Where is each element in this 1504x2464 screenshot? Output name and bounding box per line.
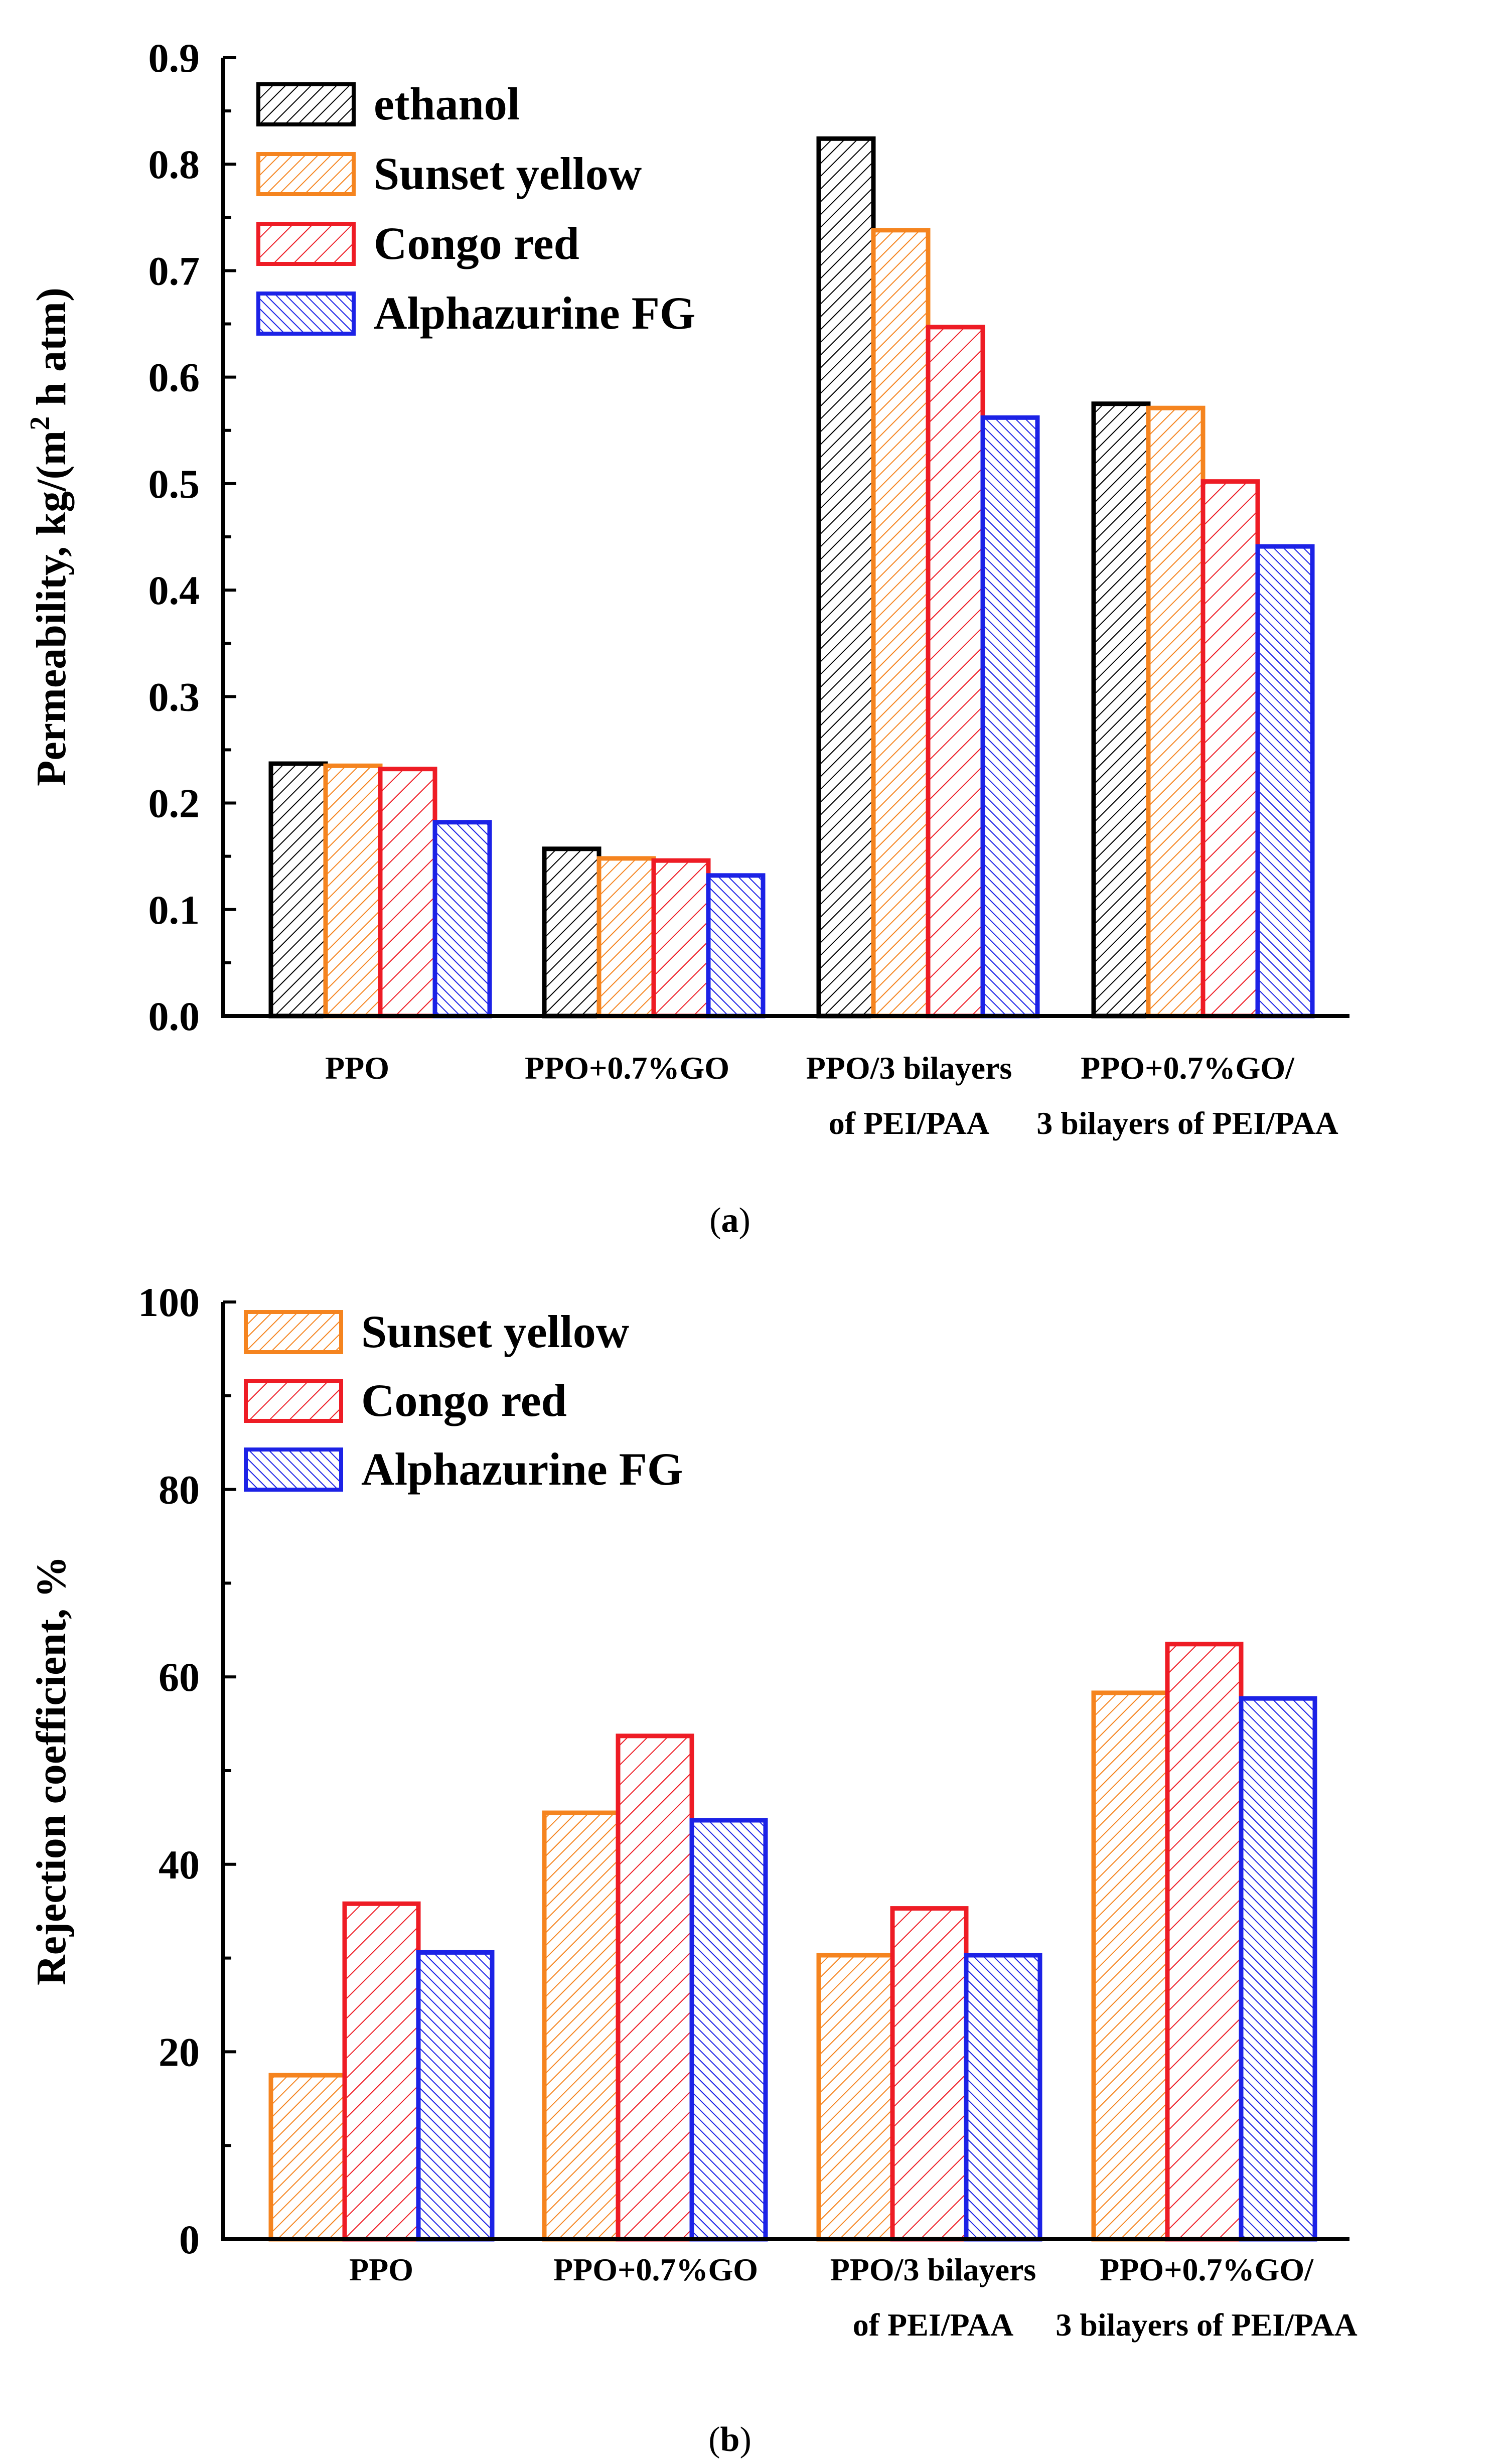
bar-alphazurine-fg-1: [416, 1950, 495, 2242]
rejection-chart: 0 20 40 60 80 100 Rejection coefficient, % PPO P…: [28, 1279, 1358, 2343]
bar-sunset-yellow-4: [1091, 1690, 1170, 2242]
legend-swatch-ethanol: [256, 82, 356, 126]
bar-alphazurine-fg-4: [1239, 1696, 1317, 2242]
legend-swatch-sunset-yellow: [256, 152, 356, 196]
bar-congo-red-3: [890, 1906, 969, 2242]
panel-label-a: (a): [709, 1201, 750, 1240]
bar-congo-red-4: [1200, 479, 1260, 1019]
bar-sunset-yellow-2: [542, 1810, 621, 2242]
y-tick-label: 0.6: [148, 355, 200, 400]
bar-sunset-yellow-1: [268, 2073, 347, 2242]
legend-label-congo-red: Congo red: [361, 1375, 567, 1426]
bar-alphazurine-fg-1: [432, 820, 492, 1019]
bar-alphazurine-fg-2: [706, 873, 766, 1019]
legend-swatch-congo-red: [256, 222, 356, 266]
category-label: PPO+0.7%GO: [525, 1050, 729, 1086]
bar-congo-red-3: [926, 325, 985, 1019]
y-axis-label: Rejection coefficient, %: [28, 1556, 75, 1985]
category-label: PPO+0.7%GO/: [1100, 2252, 1314, 2287]
y-tick-label: 0.7: [148, 248, 200, 294]
permeability-chart: 0.0 0.1 0.2 0.3 0.4 0.5 0.6 0.7 0.8 0.9 Permeabili…: [25, 35, 1349, 1141]
bar-ethanol-2: [542, 846, 601, 1019]
y-tick-label: 60: [159, 1654, 200, 1700]
bar-congo-red-1: [342, 1901, 421, 2242]
bar-alphazurine-fg-3: [980, 415, 1040, 1019]
y-tick-label: 0.8: [148, 141, 200, 187]
y-tick-label: 0.1: [148, 887, 200, 933]
bar-ethanol-1: [268, 761, 328, 1019]
y-tick-label: 100: [138, 1279, 200, 1325]
category-label: PPO/3 bilayers: [806, 1050, 1012, 1086]
legend-swatch-sunset-yellow: [244, 1310, 343, 1354]
bar-ethanol-4: [1091, 401, 1151, 1019]
legend-label-sunset-yellow: Sunset yellow: [374, 148, 642, 199]
legend-swatch-alphazurine-fg: [256, 292, 356, 336]
category-label: PPO: [325, 1050, 389, 1086]
bar-congo-red-1: [378, 767, 437, 1019]
category-label: PPO: [349, 2252, 413, 2287]
y-tick-label: 0.3: [148, 674, 200, 719]
category-label: PPO+0.7%GO/: [1081, 1050, 1295, 1086]
bar-sunset-yellow-4: [1146, 405, 1206, 1019]
y-tick-label: 0: [179, 2217, 200, 2262]
y-tick-label: 0.4: [148, 567, 200, 613]
y-tick-label: 0.2: [148, 781, 200, 826]
legend-label-sunset-yellow: Sunset yellow: [361, 1306, 629, 1357]
y-tick-label: 80: [159, 1467, 200, 1513]
category-label: PPO/3 bilayers: [830, 2252, 1036, 2287]
legend-label-ethanol: ethanol: [374, 78, 520, 129]
legend-swatch-alphazurine-fg: [244, 1447, 343, 1492]
bar-sunset-yellow-1: [323, 763, 383, 1019]
legend-label-alphazurine-fg: Alphazurine FG: [361, 1443, 683, 1495]
legend-swatch-congo-red: [244, 1379, 343, 1423]
bar-alphazurine-fg-4: [1255, 544, 1315, 1019]
legend: Sunset yellow Congo red Alphazurine FG: [244, 1306, 683, 1495]
category-label: of PEI/PAA: [829, 1105, 990, 1141]
y-tick-label: 0.0: [148, 993, 200, 1039]
y-tick-label: 0.5: [148, 461, 200, 507]
legend-label-congo-red: Congo red: [374, 218, 579, 269]
bar-alphazurine-fg-3: [964, 1953, 1042, 2242]
y-axis-label: Permeability, kg/(m2 h atm): [25, 287, 75, 786]
bar-sunset-yellow-2: [596, 856, 656, 1019]
category-label: 3 bilayers of PEI/PAA: [1056, 2307, 1357, 2343]
bar-congo-red-2: [651, 858, 711, 1019]
panel-label-b: (b): [708, 2420, 751, 2459]
legend: ethanol Sunset yellow Congo red Alphazurine…: [256, 78, 695, 339]
category-label: PPO+0.7%GO: [553, 2252, 758, 2287]
y-tick-label: 40: [159, 1842, 200, 1888]
bar-sunset-yellow-3: [816, 1953, 895, 2242]
bar-alphazurine-fg-2: [689, 1818, 768, 2242]
y-tick-label: 0.9: [148, 35, 200, 81]
legend-label-alphazurine-fg: Alphazurine FG: [374, 287, 695, 339]
bar-ethanol-3: [816, 136, 876, 1019]
bar-congo-red-4: [1165, 1642, 1244, 2242]
bar-congo-red-2: [616, 1733, 694, 2242]
category-label: of PEI/PAA: [853, 2307, 1014, 2343]
y-tick-label: 20: [159, 2029, 200, 2075]
bar-sunset-yellow-3: [871, 228, 931, 1019]
category-label: 3 bilayers of PEI/PAA: [1036, 1105, 1338, 1141]
